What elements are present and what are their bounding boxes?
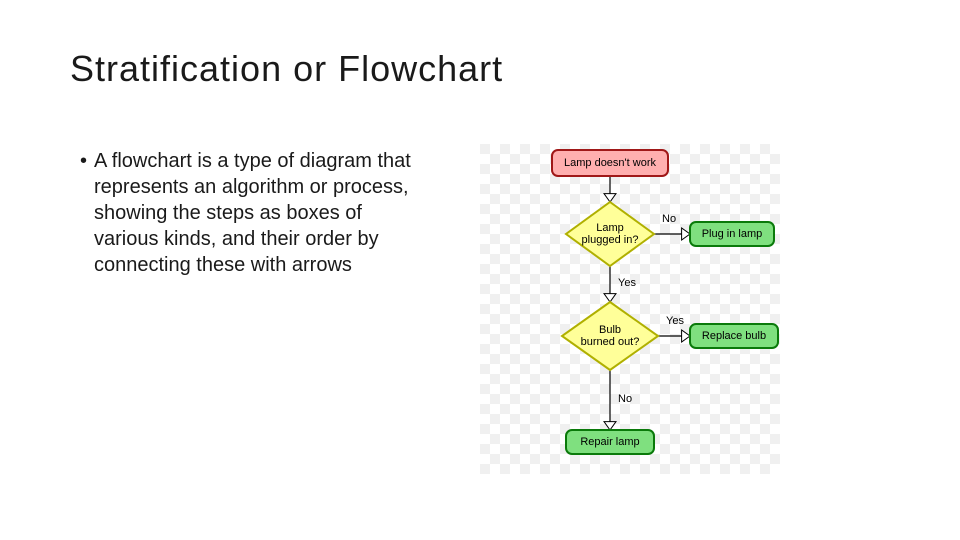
- flow-node-label: plugged in?: [582, 234, 639, 246]
- flow-node-label: Replace bulb: [702, 330, 766, 342]
- flow-node-label: burned out?: [581, 336, 640, 348]
- flowchart-svg: No Yes Yes No Lamp doesn't work Lampplugged i…: [480, 144, 780, 474]
- flow-node-label: Bulb: [599, 324, 621, 336]
- arrowhead-icon: [682, 228, 690, 240]
- flow-node-label: Lamp: [596, 222, 624, 234]
- bullet-dot-icon: •: [80, 148, 94, 278]
- page-title: Stratification or Flowchart: [70, 48, 503, 90]
- arrowhead-icon: [682, 330, 690, 342]
- edge-label: No: [618, 393, 632, 405]
- bullet-text: A flowchart is a type of diagram that re…: [94, 148, 420, 278]
- arrowhead-icon: [604, 194, 616, 202]
- flow-node-label: Repair lamp: [580, 436, 639, 448]
- bullet-block: • A flowchart is a type of diagram that …: [80, 148, 420, 278]
- flow-node-label: Lamp doesn't work: [564, 157, 656, 169]
- flowchart-figure: No Yes Yes No Lamp doesn't work Lampplugged i…: [480, 144, 780, 474]
- bullet-item: • A flowchart is a type of diagram that …: [80, 148, 420, 278]
- arrowhead-icon: [604, 422, 616, 430]
- arrowhead-icon: [604, 294, 616, 302]
- flow-node-label: Plug in lamp: [702, 228, 763, 240]
- edge-label: Yes: [618, 277, 636, 289]
- edge-label: Yes: [666, 315, 684, 327]
- edge-label: No: [662, 213, 676, 225]
- slide: Stratification or Flowchart • A flowchar…: [0, 0, 960, 540]
